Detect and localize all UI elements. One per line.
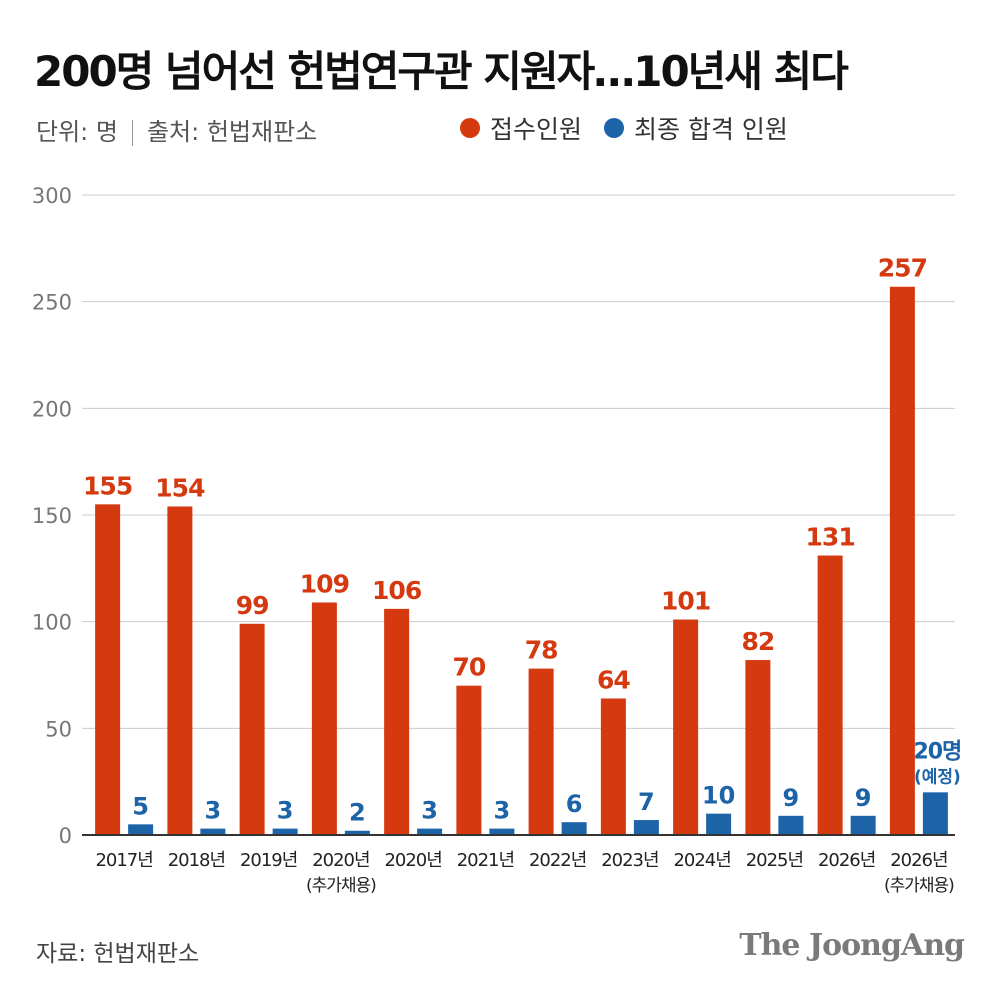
data-label-applicants: 109 [300, 569, 349, 598]
bar-applicants [528, 668, 554, 835]
data-label-applicants: 78 [525, 636, 558, 665]
chart-title: 200명 넘어선 헌법연구관 지원자…10년새 최다 [34, 47, 849, 96]
data-label-passed: 3 [277, 797, 294, 825]
data-label-applicants: 155 [83, 471, 132, 500]
x-tick-label: 2021년 [457, 850, 514, 871]
data-label-passed: 9 [783, 784, 800, 812]
bar-applicants [673, 619, 699, 835]
bar-applicants [95, 504, 121, 835]
bar-applicants [600, 698, 626, 835]
x-tick-label: 2022년 [529, 850, 586, 871]
legend-swatch-passed [604, 118, 625, 138]
data-label-passed: 10 [702, 782, 735, 810]
bar-passed [272, 828, 298, 835]
bar-passed [561, 822, 587, 835]
bar-applicants [889, 286, 915, 835]
data-label-note: (예정) [914, 767, 961, 787]
footer-source: 자료: 헌법재판소 [36, 941, 200, 967]
y-tick-label: 250 [32, 291, 72, 315]
y-tick-label: 50 [45, 717, 72, 741]
bar-applicants [817, 555, 843, 835]
bar-passed [417, 828, 443, 835]
meta-divider [131, 120, 133, 146]
chart-meta: 단위: 명 출처: 헌법재판소 [36, 112, 317, 147]
legend-swatch-applicants [460, 118, 480, 138]
bar-passed [922, 792, 948, 835]
bar-passed [633, 820, 659, 835]
data-label-passed: 6 [566, 790, 583, 818]
x-tick-label: 2017년 [95, 850, 152, 871]
y-tick-label: 200 [32, 397, 72, 421]
bar-applicants [384, 608, 410, 835]
bar-applicants [311, 602, 337, 835]
legend-label-applicants: 접수인원 [490, 115, 583, 144]
x-tick-label: 2024년 [673, 850, 730, 871]
legend-item-passed: 최종 합격 인원 [604, 110, 788, 146]
bar-passed [850, 815, 876, 835]
y-tick-label: 300 [32, 184, 72, 208]
data-label-passed: 3 [205, 797, 222, 825]
data-label-applicants: 82 [741, 627, 774, 656]
y-tick-label: 0 [59, 824, 72, 848]
data-label-applicants: 131 [806, 523, 855, 552]
data-label-passed: 5 [132, 792, 149, 820]
y-tick-label: 150 [32, 504, 72, 528]
x-tick-label: 2019년 [240, 850, 297, 871]
bar-passed [200, 828, 226, 835]
brand-logo: The JoongAng [739, 928, 965, 963]
bar-applicants [239, 623, 265, 835]
x-tick-label: 2020년 [312, 850, 369, 871]
legend-label-passed: 최종 합격 인원 [634, 115, 788, 144]
bar-passed [706, 813, 732, 835]
data-label-passed: 9 [855, 784, 872, 812]
bar-passed [778, 815, 804, 835]
data-label-applicants: 154 [155, 473, 205, 502]
x-tick-label: 2018년 [168, 850, 225, 871]
x-tick-label: 2025년 [746, 850, 803, 871]
x-tick-note: (추가채용) [884, 876, 954, 896]
bar-passed [128, 824, 154, 835]
source-label: 출처: 헌법재판소 [146, 118, 318, 146]
data-label-applicants: 64 [597, 665, 630, 694]
data-label-applicants: 99 [236, 591, 269, 620]
bar-passed [344, 830, 370, 835]
bar-applicants [167, 506, 193, 835]
bar-applicants [456, 685, 482, 835]
x-tick-label: 2026년 [818, 850, 875, 871]
legend-item-applicants: 접수인원 [460, 110, 582, 146]
data-label-applicants: 101 [661, 587, 710, 616]
data-label-passed: 3 [494, 797, 511, 825]
unit-label: 단위: 명 [36, 118, 118, 146]
x-tick-label: 2020년 [384, 850, 441, 871]
data-label-passed: 7 [638, 788, 655, 816]
data-label-applicants: 70 [452, 653, 485, 682]
y-tick-label: 100 [32, 611, 72, 635]
data-label-passed: 20명 [913, 739, 961, 764]
data-label-passed: 3 [421, 797, 438, 825]
bar-applicants [745, 660, 771, 835]
data-label-passed: 2 [349, 799, 366, 827]
bar-passed [489, 828, 515, 835]
legend: 접수인원 최종 합격 인원 [460, 110, 810, 146]
x-tick-label: 2026년 [890, 850, 947, 871]
data-label-applicants: 106 [372, 576, 422, 605]
x-tick-label: 2023년 [601, 850, 658, 871]
data-label-applicants: 257 [878, 254, 927, 283]
x-tick-note: (추가채용) [306, 876, 376, 896]
